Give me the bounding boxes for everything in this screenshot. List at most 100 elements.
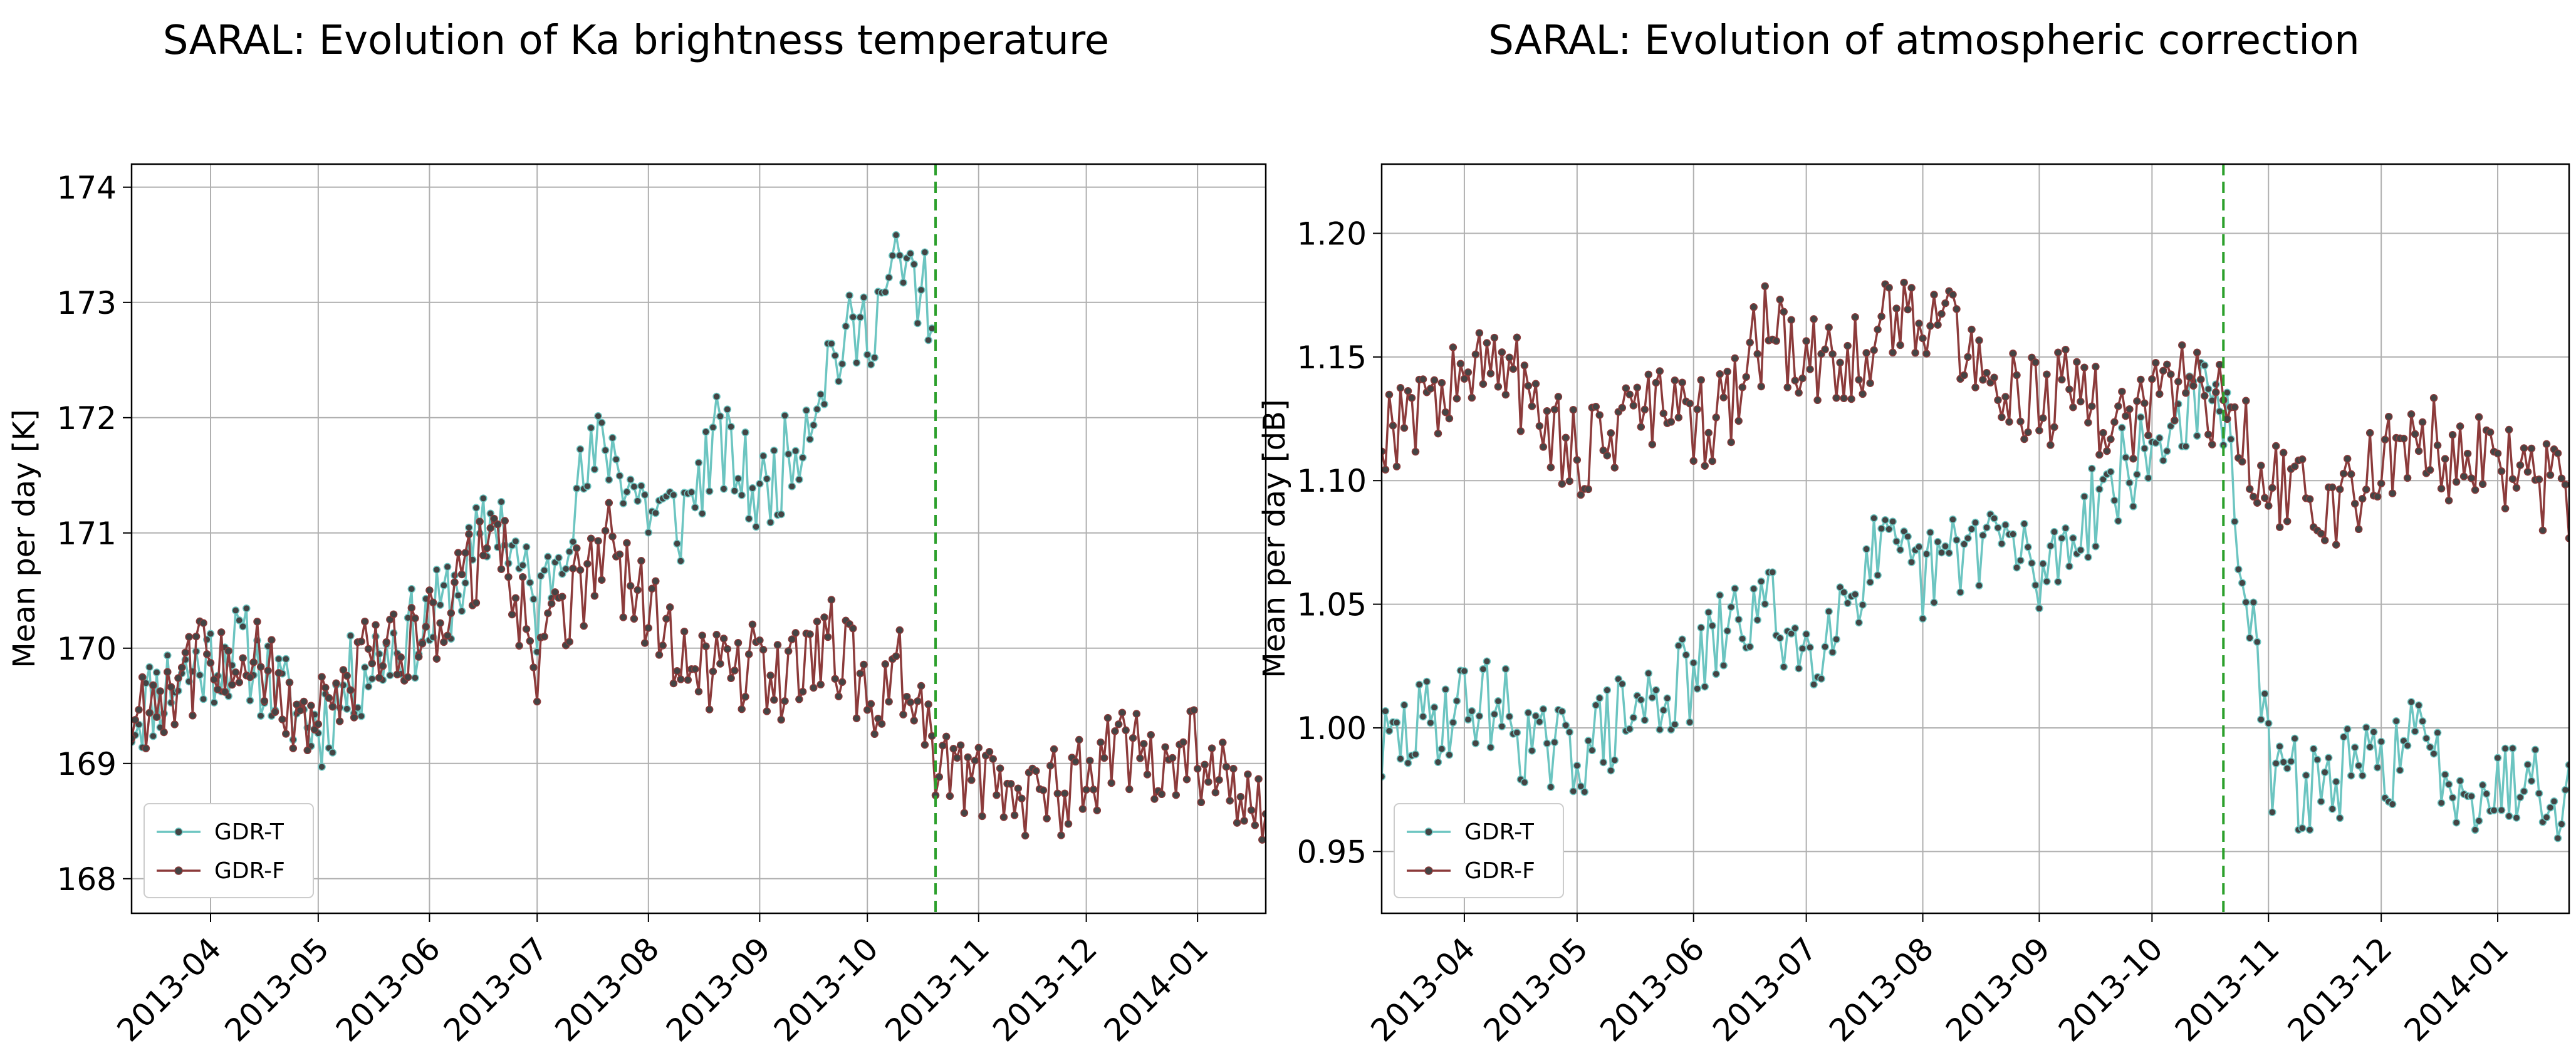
data-point xyxy=(1097,738,1105,747)
data-point xyxy=(777,510,785,519)
data-point xyxy=(210,675,218,684)
data-point xyxy=(328,749,337,757)
data-point xyxy=(310,725,319,734)
data-point xyxy=(2242,397,2250,405)
data-point xyxy=(860,293,868,302)
data-point xyxy=(1930,291,1938,299)
data-point xyxy=(2418,717,2427,725)
data-point xyxy=(418,640,427,648)
data-point xyxy=(1862,545,1870,553)
data-point xyxy=(827,340,836,348)
data-point xyxy=(2265,719,2273,728)
data-point xyxy=(637,482,645,490)
data-point xyxy=(253,618,261,626)
x-tick-label: 2013-11 xyxy=(879,930,997,1049)
data-point xyxy=(1855,618,1863,627)
data-point xyxy=(870,730,879,739)
data-point xyxy=(2122,454,2130,462)
data-point xyxy=(2553,834,2562,843)
data-point xyxy=(795,695,803,703)
data-point xyxy=(432,655,441,663)
data-point xyxy=(2362,485,2370,494)
data-point xyxy=(2054,348,2062,357)
data-point xyxy=(2013,563,2021,572)
data-point xyxy=(1558,707,1567,715)
data-point xyxy=(1975,336,1983,345)
data-point xyxy=(1464,368,1473,376)
data-point xyxy=(274,669,283,677)
data-point xyxy=(522,542,531,551)
data-point xyxy=(1911,348,1919,357)
data-point xyxy=(709,423,717,432)
data-point xyxy=(587,423,595,432)
data-point xyxy=(1907,284,1916,292)
data-point xyxy=(942,732,951,741)
data-point xyxy=(594,537,602,545)
data-point xyxy=(791,629,800,637)
data-point xyxy=(378,662,387,670)
chart-title: SARAL: Evolution of atmospheric correcti… xyxy=(1488,18,2360,64)
ka-brightness-chart: 1681691701711721731742013-042013-052013-… xyxy=(7,163,1267,1049)
data-point xyxy=(1983,368,1991,377)
data-point xyxy=(763,707,771,715)
data-point xyxy=(2156,390,2164,398)
data-point xyxy=(565,638,574,646)
data-point xyxy=(293,700,301,708)
data-point xyxy=(2035,604,2043,613)
data-point xyxy=(2088,464,2096,473)
data-point xyxy=(2531,745,2540,754)
data-point xyxy=(386,615,394,624)
data-point xyxy=(2471,485,2480,494)
data-point xyxy=(652,509,660,517)
data-point xyxy=(619,613,627,621)
data-point xyxy=(1704,608,1713,616)
data-point xyxy=(2186,373,2194,381)
data-point xyxy=(756,636,764,645)
data-point xyxy=(335,717,344,725)
data-point xyxy=(1060,789,1069,797)
data-point xyxy=(2429,749,2438,758)
data-point xyxy=(2441,770,2449,779)
data-point xyxy=(196,671,204,679)
x-tick-label: 2013-04 xyxy=(1364,930,1483,1049)
data-point xyxy=(2482,790,2491,798)
data-point xyxy=(2095,485,2104,494)
data-point xyxy=(164,668,172,676)
data-point xyxy=(766,672,774,680)
data-point xyxy=(2403,742,2412,750)
data-point xyxy=(971,756,979,765)
data-point xyxy=(2050,527,2058,536)
data-point xyxy=(1197,798,1206,807)
data-point xyxy=(831,675,839,683)
data-point xyxy=(2054,578,2062,586)
data-point xyxy=(2065,562,2073,571)
data-point xyxy=(2535,475,2543,484)
data-point xyxy=(1407,394,1416,402)
data-point xyxy=(2024,543,2032,551)
data-point xyxy=(849,313,857,321)
data-point xyxy=(1007,780,1015,788)
data-point xyxy=(1637,696,1645,704)
data-point xyxy=(2317,797,2325,806)
data-point xyxy=(867,360,875,369)
data-point xyxy=(2204,430,2213,438)
data-point xyxy=(810,421,818,429)
data-point xyxy=(1892,304,1901,313)
data-point xyxy=(1240,817,1248,825)
data-point xyxy=(2418,418,2427,427)
data-point xyxy=(867,700,875,708)
data-point xyxy=(842,322,850,331)
data-point xyxy=(1498,722,1506,730)
data-point xyxy=(347,631,355,640)
data-point xyxy=(206,659,215,667)
data-point xyxy=(770,695,778,704)
data-point xyxy=(1742,373,1750,381)
data-point xyxy=(1584,737,1593,745)
data-point xyxy=(2542,813,2551,822)
data-point xyxy=(2343,455,2352,463)
data-point xyxy=(544,609,552,618)
x-tick-label: 2013-06 xyxy=(329,930,447,1049)
y-tick-label: 1.15 xyxy=(1297,340,1367,376)
data-point xyxy=(2275,742,2284,750)
data-point xyxy=(1468,393,1476,402)
